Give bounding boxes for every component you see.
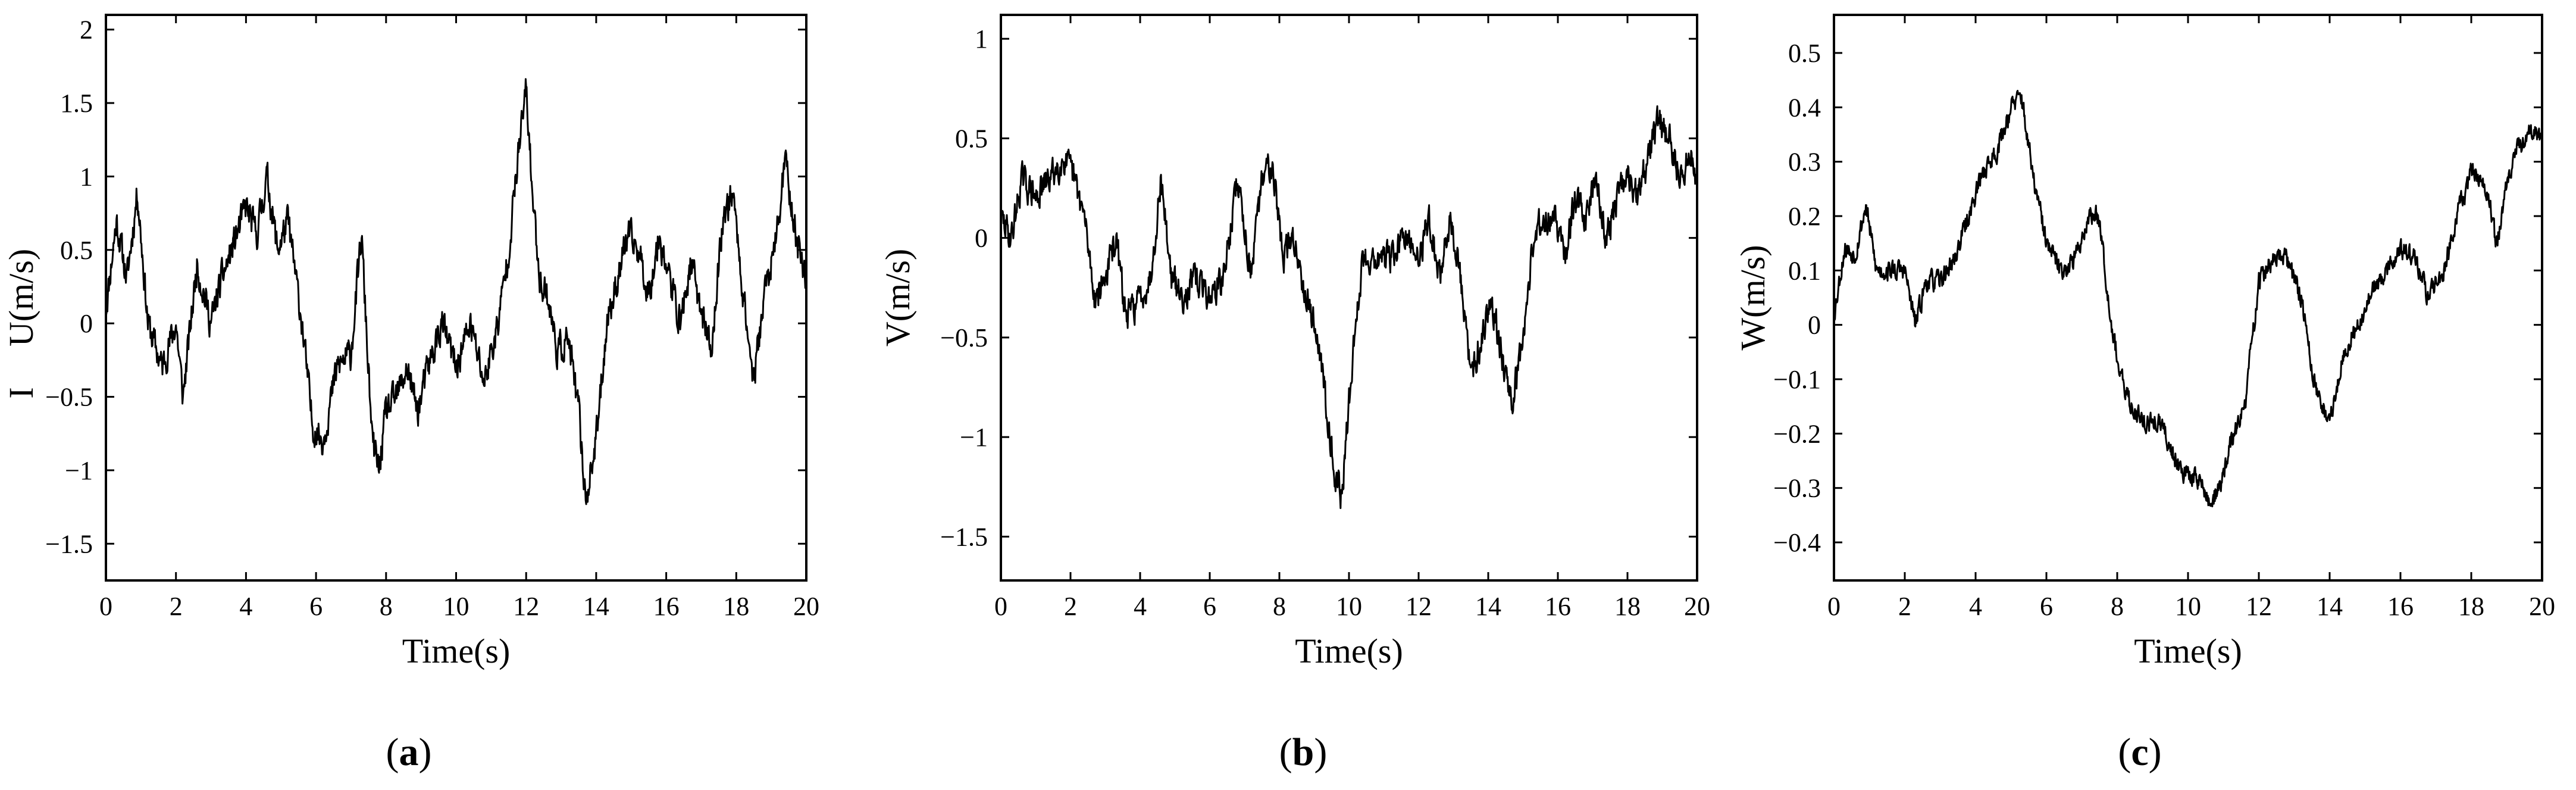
panel-c-xtick-label: 12 [2246, 592, 2272, 621]
panel-c-xlabel: Time(s) [2134, 632, 2242, 670]
panel-b-ytick-label: 0 [975, 224, 988, 253]
panel-b-xtick-label: 10 [1336, 592, 1362, 621]
panel-c-xtick-label: 2 [1898, 592, 1911, 621]
panel-c-axes-frame [1833, 14, 2543, 582]
panel-b-caption-letter: b [1292, 730, 1314, 774]
panel-a-ytick-label: −0.5 [45, 383, 93, 412]
panel-a-xtick-label: 0 [99, 592, 112, 621]
panel-a-caption-close: ) [419, 730, 432, 774]
panel-a-caption: (a) [386, 730, 432, 774]
panel-b-xtick-label: 4 [1134, 592, 1147, 621]
panel-b-caption-open: ( [1279, 730, 1292, 774]
panel-b-xlabel: Time(s) [1295, 632, 1403, 670]
panel-a-series-u-line [105, 78, 807, 505]
panel-a-xtick-label: 8 [380, 592, 393, 621]
panel-a-ytick-label: 0 [80, 309, 93, 338]
panel-a-xtick-label: 14 [583, 592, 609, 621]
panel-b-caption: (b) [1279, 730, 1328, 774]
panel-b-series-v-line [1000, 105, 1698, 509]
panel-c-ytick-label: 0.1 [1788, 256, 1821, 285]
panel-c-ytick-label: 0.5 [1788, 39, 1821, 68]
panel-c-caption-open: ( [2118, 730, 2131, 774]
panel-c-xtick-label: 20 [2529, 592, 2555, 621]
panel-a-xtick-label: 16 [653, 592, 680, 621]
panel-c-caption: (c) [2118, 730, 2161, 774]
panel-c-xtick-label: 14 [2317, 592, 2343, 621]
panel-b-xtick-label: 2 [1064, 592, 1077, 621]
panel-c-ytick-label: −0.3 [1773, 474, 1821, 503]
panel-c-ylabel: W(m/s) [1733, 245, 1772, 350]
panel-b-xtick-label: 14 [1475, 592, 1501, 621]
panel-c-xtick-label: 6 [2040, 592, 2053, 621]
panel-c-ticks: 0 2 4 6 8 10 12 14 16 18 20 −0.4 −0.3 −0.2 −0.1 0 0.1 0.2… [1773, 15, 2555, 621]
panel-a-xtick-label: 10 [443, 592, 469, 621]
panel-c-ytick-label: −0.2 [1773, 419, 1821, 448]
panel-c: 0 2 4 6 8 10 12 14 16 18 20 −0.4 −0.3 −0.2 −0.1 0 0.1 0.2… [1733, 14, 2555, 774]
panel-a-axes-frame [105, 14, 807, 582]
panel-c-caption-letter: c [2131, 730, 2148, 774]
panel-b-xtick-label: 16 [1545, 592, 1571, 621]
panel-a-xtick-label: 12 [513, 592, 539, 621]
panel-c-caption-close: ) [2149, 730, 2162, 774]
panel-a: 0 2 4 6 8 10 12 14 16 18 20 −1.5 −1 −0.5 0 0.5 1 1.5 2 Tim… [2, 14, 819, 774]
panel-c-xtick-label: 16 [2387, 592, 2414, 621]
panel-b-plot [1000, 105, 1698, 509]
panel-b: 0 2 4 6 8 10 12 14 16 18 20 −1.5 −1 −0.5 0 0.5 1 Time(s)… [878, 14, 1710, 774]
panel-a-ytick-label: 0.5 [60, 236, 93, 265]
panel-a-ytick-label: −1 [65, 456, 93, 485]
panel-a-xtick-label: 18 [723, 592, 749, 621]
panel-c-series-w-line [1833, 89, 2543, 508]
panel-a-xtick-label: 20 [793, 592, 819, 621]
panel-a-xtick-label: 4 [239, 592, 252, 621]
panel-c-xtick-label: 18 [2458, 592, 2484, 621]
panel-a-caption-letter: a [399, 730, 419, 774]
panel-a-xlabel: Time(s) [402, 632, 511, 670]
panel-a-ylabel: U(m/s) [2, 249, 40, 346]
panel-b-ytick-label: −0.5 [940, 323, 988, 352]
panel-a-ytick-label: 1.5 [60, 89, 93, 118]
panel-a-ytick-label: 2 [80, 15, 93, 45]
panel-a-xtick-label: 6 [309, 592, 323, 621]
panel-a-ytick-label: 1 [80, 162, 93, 191]
panel-b-caption-close: ) [1314, 730, 1327, 774]
panel-b-ytick-label: −1.5 [940, 522, 988, 551]
panel-c-ytick-label: −0.4 [1773, 528, 1821, 557]
panel-a-ticks: 0 2 4 6 8 10 12 14 16 18 20 −1.5 −1 −0.5 0 0.5 1 1.5 2 [45, 15, 819, 621]
panel-a-ylabel-mark: I [2, 387, 40, 398]
panel-b-xtick-label: 12 [1406, 592, 1432, 621]
panel-a-xtick-label: 2 [170, 592, 183, 621]
panel-b-ytick-label: −1 [960, 423, 988, 452]
panel-c-ytick-label: 0.4 [1788, 93, 1821, 122]
panel-c-ytick-label: 0 [1808, 311, 1821, 340]
panel-c-ytick-label: 0.3 [1788, 148, 1821, 177]
panel-b-xtick-label: 20 [1684, 592, 1710, 621]
panel-a-ytick-label: −1.5 [45, 529, 93, 558]
panel-b-ytick-label: 1 [975, 24, 988, 54]
panel-b-xtick-label: 8 [1273, 592, 1286, 621]
panel-b-ylabel: V(m/s) [878, 249, 917, 346]
panel-b-ytick-label: 0.5 [955, 124, 988, 153]
panel-b-xtick-label: 18 [1614, 592, 1641, 621]
panel-c-xtick-label: 4 [1969, 592, 1982, 621]
panel-a-plot [105, 78, 807, 505]
panel-b-xtick-label: 0 [994, 592, 1007, 621]
panel-b-xtick-label: 6 [1203, 592, 1216, 621]
panel-c-xtick-label: 10 [2175, 592, 2201, 621]
panel-c-ytick-label: −0.1 [1773, 365, 1821, 394]
panel-b-ticks: 0 2 4 6 8 10 12 14 16 18 20 −1.5 −1 −0.5 0 0.5 1 [940, 15, 1710, 621]
panel-c-xtick-label: 8 [2111, 592, 2124, 621]
panel-c-ytick-label: 0.2 [1788, 202, 1821, 231]
panel-b-axes-frame [1000, 14, 1698, 582]
panel-c-plot [1833, 89, 2543, 508]
panel-c-xtick-label: 0 [1827, 592, 1841, 621]
panel-a-caption-open: ( [386, 730, 399, 774]
